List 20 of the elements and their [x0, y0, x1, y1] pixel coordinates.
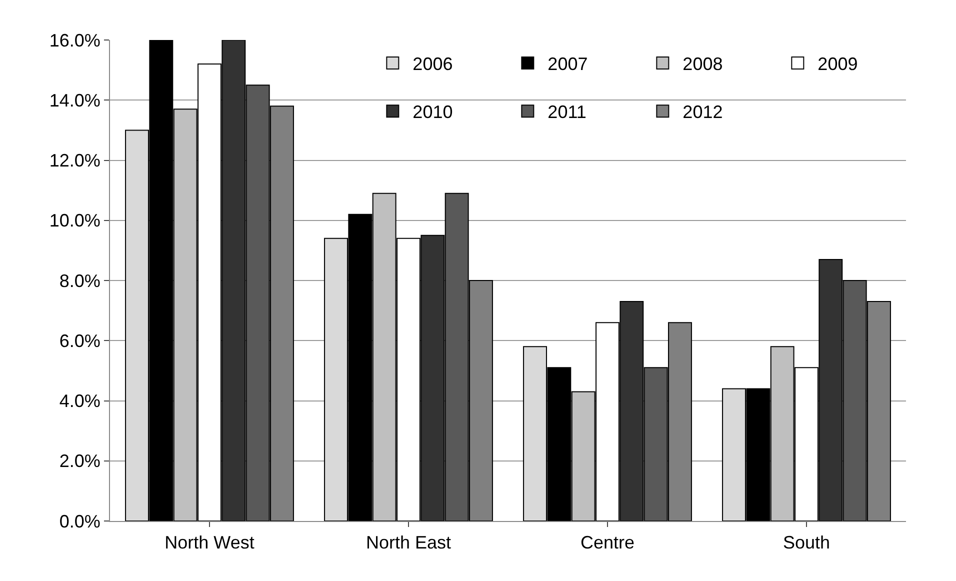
legend-label: 2010 [412, 102, 453, 122]
legend-label: 2011 [548, 102, 586, 122]
y-tick-label: 14.0% [49, 90, 100, 110]
y-tick-label: 4.0% [59, 391, 100, 412]
legend-label: 2012 [682, 102, 723, 122]
y-tick-label: 12.0% [49, 150, 100, 171]
y-tick-label: 8.0% [59, 270, 100, 291]
y-tick-label: 6.0% [59, 330, 100, 351]
y-tick-label: 0.0% [59, 511, 100, 532]
legend-label: 2009 [818, 54, 858, 74]
x-tick-label: Centre [580, 532, 635, 553]
y-tick-label: 2.0% [59, 451, 100, 472]
legend-label: 2007 [548, 54, 588, 74]
y-tick-label: 16.0% [49, 30, 100, 50]
x-tick-label: North East [366, 532, 452, 553]
y-tick-label: 10.0% [49, 210, 100, 231]
legend-label: 2008 [682, 54, 723, 74]
x-tick-label: South [782, 532, 830, 553]
legend-label: 2006 [412, 54, 453, 74]
x-tick-label: North West [164, 532, 254, 553]
